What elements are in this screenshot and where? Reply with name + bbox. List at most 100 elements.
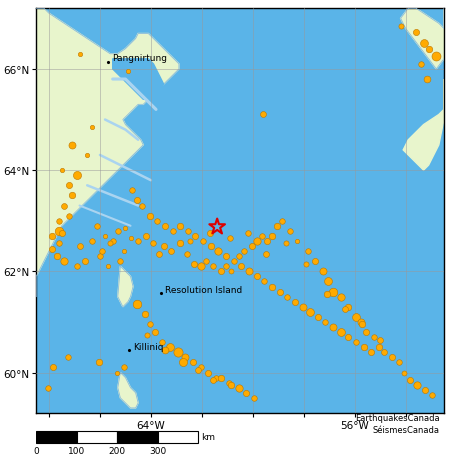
Point — [217, 374, 225, 381]
Point — [187, 238, 194, 245]
Point — [179, 359, 186, 366]
Point — [262, 251, 269, 258]
Point — [117, 258, 124, 265]
Point — [417, 61, 424, 68]
Point — [184, 228, 192, 235]
Point — [66, 213, 73, 220]
Point — [230, 258, 237, 265]
Point — [120, 364, 128, 371]
Polygon shape — [118, 373, 138, 408]
Point — [213, 224, 221, 231]
Point — [122, 225, 129, 233]
Point — [133, 301, 140, 308]
Point — [56, 228, 63, 235]
Point — [168, 248, 175, 255]
Bar — [77, 431, 117, 443]
Point — [151, 329, 159, 336]
Point — [49, 364, 57, 371]
Point — [322, 319, 329, 326]
Point — [286, 228, 294, 235]
Point — [304, 248, 311, 255]
Point — [177, 241, 184, 248]
Point — [58, 230, 65, 238]
Text: EarthquakesCanada
SéismesCanada: EarthquakesCanada SéismesCanada — [355, 413, 439, 434]
Point — [138, 202, 145, 210]
Point — [406, 377, 413, 384]
Point — [345, 303, 352, 311]
Bar — [117, 431, 158, 443]
Point — [104, 263, 111, 270]
Point — [177, 223, 184, 230]
Point — [268, 233, 275, 240]
Point — [73, 263, 81, 270]
Point — [324, 278, 332, 285]
Point — [53, 253, 60, 260]
Point — [159, 339, 166, 346]
Point — [323, 291, 330, 298]
Point — [276, 288, 283, 296]
Point — [154, 218, 161, 225]
Point — [127, 235, 134, 243]
Point — [146, 213, 153, 220]
Point — [113, 369, 120, 376]
Point — [368, 349, 375, 356]
Point — [345, 334, 352, 341]
Text: Resolution Island: Resolution Island — [165, 285, 242, 294]
Point — [352, 313, 360, 321]
Point — [268, 283, 275, 291]
Point — [312, 258, 319, 265]
Point — [183, 251, 190, 258]
Point — [146, 321, 153, 329]
Point — [243, 389, 250, 397]
Point — [397, 23, 404, 31]
Point — [282, 241, 289, 248]
Point — [142, 233, 149, 240]
Point — [370, 334, 377, 341]
Text: Killiniq: Killiniq — [134, 342, 164, 351]
Point — [169, 228, 176, 235]
Point — [329, 288, 337, 296]
Point — [263, 238, 270, 245]
Point — [206, 230, 213, 238]
Point — [182, 354, 189, 361]
Point — [376, 344, 383, 351]
Text: 200: 200 — [109, 446, 125, 455]
Point — [120, 248, 128, 255]
Point — [360, 344, 367, 351]
Point — [362, 329, 370, 336]
Point — [284, 293, 291, 301]
Point — [258, 233, 265, 240]
Point — [155, 251, 162, 258]
Point — [260, 278, 268, 285]
Point — [124, 69, 131, 76]
Point — [192, 233, 199, 240]
Point — [210, 377, 217, 384]
Bar — [36, 431, 77, 443]
Point — [202, 258, 209, 265]
Point — [89, 238, 96, 245]
Point — [226, 235, 234, 243]
Point — [174, 349, 181, 356]
Point — [197, 364, 204, 371]
Point — [299, 303, 306, 311]
Point — [191, 261, 198, 268]
Point — [388, 354, 395, 361]
Point — [359, 321, 366, 329]
Point — [76, 51, 83, 58]
Polygon shape — [403, 80, 444, 171]
Point — [253, 273, 260, 280]
Point — [235, 253, 242, 260]
Point — [161, 346, 169, 353]
Polygon shape — [118, 267, 133, 307]
Point — [433, 54, 440, 61]
Bar — [158, 431, 198, 443]
Point — [303, 261, 310, 268]
Polygon shape — [113, 60, 164, 100]
Point — [48, 246, 55, 253]
Point — [217, 268, 225, 275]
Point — [396, 359, 403, 366]
Point — [95, 359, 102, 366]
Point — [64, 354, 72, 361]
Point — [244, 230, 251, 238]
Point — [160, 243, 167, 250]
